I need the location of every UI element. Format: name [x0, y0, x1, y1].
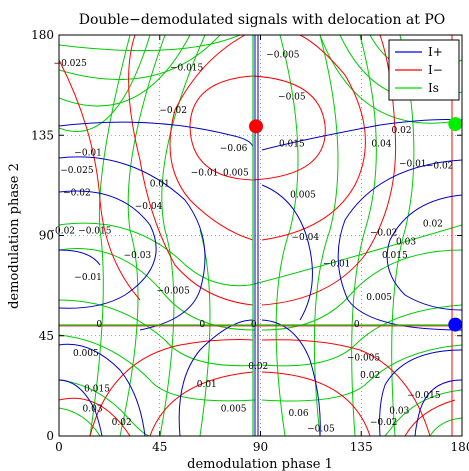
contour-label: −0.04 [135, 202, 163, 212]
contour-label: 0 [251, 320, 257, 330]
y-tick-label: 45 [39, 329, 54, 343]
contour-label: −0.01 [74, 273, 102, 283]
x-tick-label: 0 [55, 440, 63, 454]
y-axis-ticks: 0 45 90 135 180 [31, 28, 462, 443]
series-i-plus-contours [59, 35, 462, 436]
contour-label: 0.005 [221, 404, 247, 414]
contour-label: −0.01 [191, 168, 219, 178]
contour-label: −0.015 [407, 391, 441, 401]
contour-label: −0.05 [278, 93, 306, 103]
contour-label: 0.04 [371, 139, 391, 149]
y-axis-label: demodulation phase 2 [7, 163, 22, 309]
y-tick-label: 0 [46, 429, 54, 443]
legend: I+ I− Is [388, 39, 460, 101]
contour-label: −0.015 [78, 226, 112, 236]
contour-label: −0.025 [54, 59, 88, 69]
contour-label: −0.05 [307, 425, 335, 435]
contour-label: 0.005 [73, 349, 99, 359]
contour-label: 0.015 [382, 251, 408, 261]
contour-label: 0.02 [423, 220, 443, 230]
contour-label: −0.03 [124, 251, 152, 261]
contour-label: 0.03 [396, 237, 416, 247]
contour-layer [59, 35, 462, 436]
contour-label: 0.02 [112, 418, 132, 428]
contour-label: −0.01 [399, 159, 427, 169]
series-is-contours [59, 35, 462, 436]
contour-label: 0.01 [197, 380, 217, 390]
contour-label: −0.02 [426, 162, 454, 172]
contour-label: 0.03 [389, 407, 409, 417]
chart-title: Double−demodulated signals with delocati… [79, 12, 446, 28]
contour-labels: 0.005 0.015 0.03 0.02 0.01 0.005 0.02 0 0 0 −0.005… [47, 50, 453, 434]
point-marker [448, 117, 463, 132]
legend-label: I+ [428, 45, 443, 59]
y-tick-label: 180 [31, 28, 54, 42]
contour-label: −0.02 [370, 229, 398, 239]
contour-label: 0.02 [248, 362, 268, 372]
contour-label: 0.02 [392, 126, 412, 136]
contour-label: 0 [96, 320, 102, 330]
contour-label: 0.015 [279, 139, 305, 149]
legend-label: I− [428, 63, 443, 77]
contour-label: 0.005 [223, 168, 249, 178]
x-tick-label: 135 [350, 440, 373, 454]
x-axis-label: demodulation phase 1 [187, 457, 333, 471]
x-axis-ticks: 0 45 90 135 180 [55, 35, 469, 454]
contour-label: 0.005 [290, 191, 316, 201]
contour-label: 0.01 [150, 179, 170, 189]
contour-label: 0 [199, 320, 205, 330]
contour-label: −0.025 [60, 166, 94, 176]
contour-label: −0.02 [159, 106, 187, 116]
x-tick-label: 180 [451, 440, 469, 454]
contour-label: 0.015 [84, 384, 110, 394]
contour-label: −0.01 [74, 148, 102, 158]
point-marker [448, 317, 463, 332]
contour-label: −0.005 [266, 50, 300, 60]
contour-label: 0 [354, 320, 360, 330]
x-tick-label: 45 [152, 440, 167, 454]
contour-label: −0.005 [347, 353, 381, 363]
contour-label: −0.04 [291, 233, 319, 243]
contour-label: 0.005 [366, 293, 392, 303]
contour-label: 0.03 [83, 404, 103, 414]
contour-label: −0.06 [220, 144, 248, 154]
contour-label: −0.02 [370, 418, 398, 428]
markers [249, 117, 463, 332]
contour-label: 0.02 [360, 371, 380, 381]
contour-label: −0.005 [157, 286, 191, 296]
contour-label: −0.015 [170, 64, 204, 74]
point-marker [249, 119, 264, 134]
legend-label: Is [428, 81, 439, 95]
y-tick-label: 90 [39, 229, 54, 243]
x-tick-label: 90 [253, 440, 268, 454]
grid-lines [59, 35, 462, 436]
contour-label: −0.02 [63, 188, 91, 198]
y-tick-label: 135 [31, 128, 54, 142]
contour-label: −0.01 [323, 260, 351, 270]
contour-label: −0.02 [47, 226, 75, 236]
contour-label: 0.06 [289, 409, 309, 419]
